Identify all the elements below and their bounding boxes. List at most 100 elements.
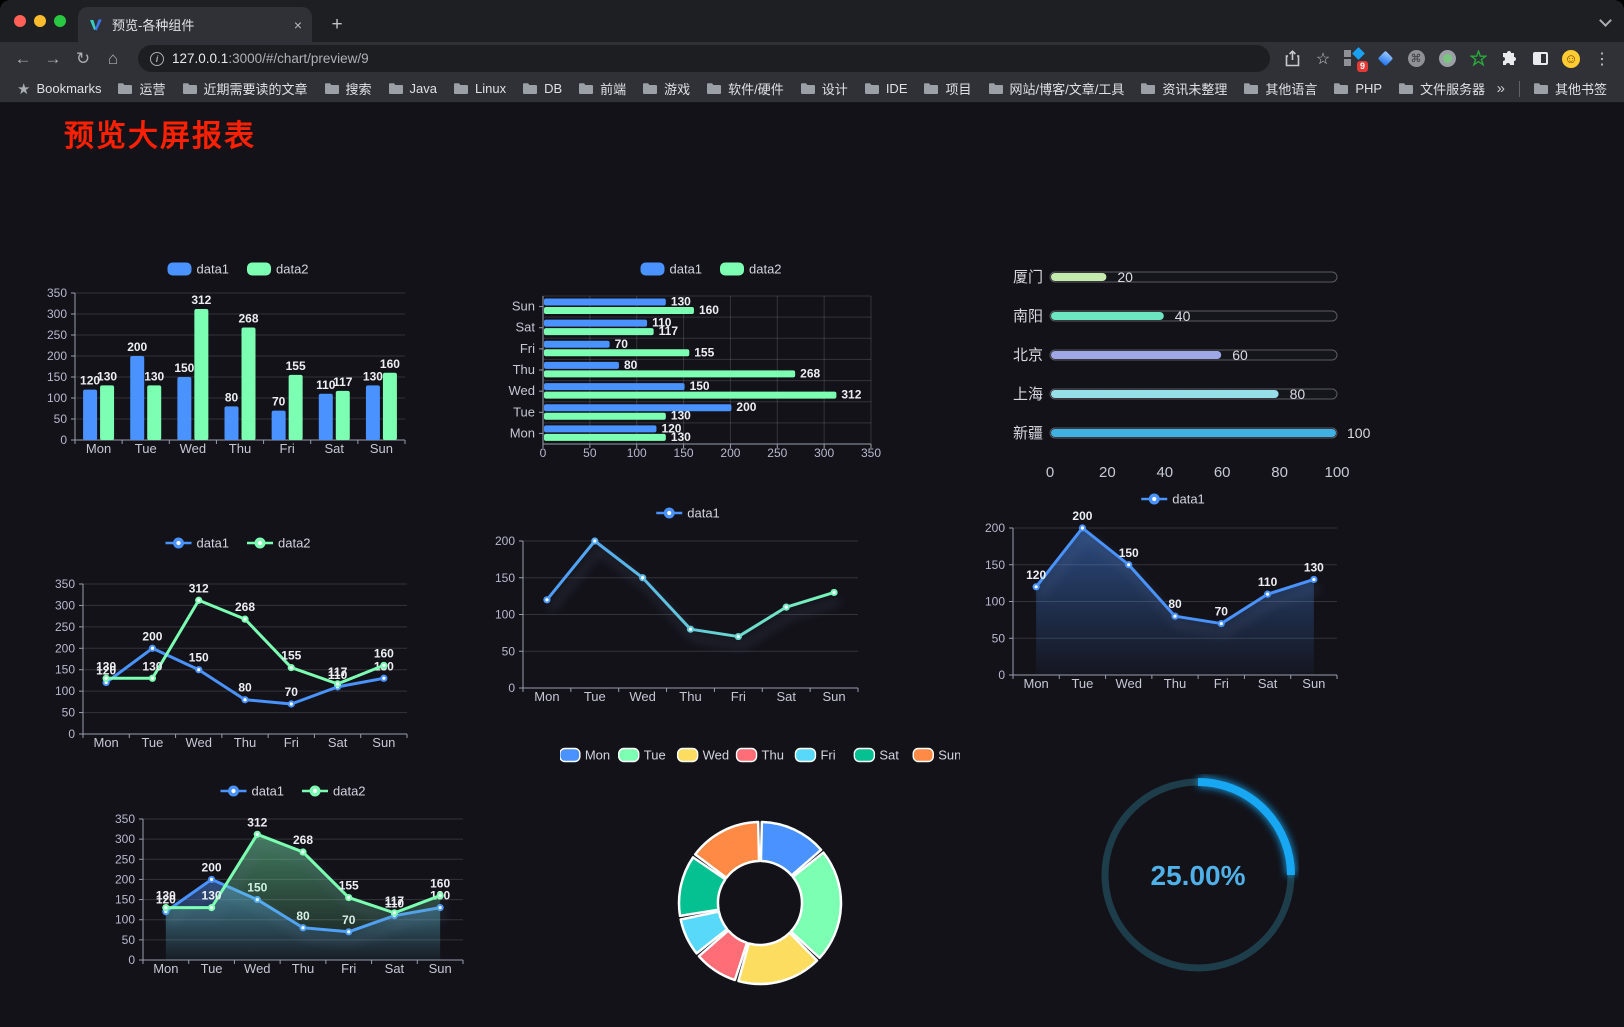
profile-avatar-emoji[interactable]: ☺ bbox=[1561, 49, 1581, 69]
legend-item[interactable]: Tue bbox=[618, 748, 666, 763]
zoom-window-button[interactable] bbox=[54, 15, 66, 27]
pie-slice-Thu[interactable] bbox=[697, 929, 749, 982]
extension-tag-manager-icon[interactable]: 9 bbox=[1344, 46, 1368, 72]
legend-item[interactable]: Mon bbox=[559, 748, 610, 763]
svg-text:Thu: Thu bbox=[679, 689, 701, 704]
bookmark-folder[interactable]: 运营 bbox=[110, 76, 172, 101]
legend-item[interactable]: data2 bbox=[720, 262, 782, 277]
bookmark-folder[interactable]: 近期需要读的文章 bbox=[175, 76, 315, 101]
new-tab-button[interactable]: + bbox=[331, 14, 343, 35]
bookmark-folder[interactable]: 项目 bbox=[916, 76, 978, 101]
svg-text:Tue: Tue bbox=[644, 748, 666, 763]
bookmark-folder[interactable]: 文件服务器 bbox=[1391, 76, 1489, 101]
extension-recorder-icon[interactable] bbox=[1437, 49, 1457, 69]
reload-button[interactable]: ↻ bbox=[75, 48, 91, 68]
bookmark-folder[interactable]: DB bbox=[515, 78, 569, 99]
pie-slice-Mon[interactable] bbox=[759, 820, 823, 877]
chart-donut[interactable]: Mon Tue Wed Thu Fri Sat Sun bbox=[559, 739, 961, 991]
back-button[interactable]: ← bbox=[14, 48, 32, 68]
bookmarks-overflow-chevron[interactable]: » bbox=[1496, 80, 1505, 97]
extension-command-icon[interactable]: ⌘ bbox=[1406, 49, 1426, 69]
chart-progress[interactable]: 厦门 20 南阳 40 北京 60 上海 80 新疆 100 0 20 40 60 80 100 bbox=[995, 253, 1371, 485]
legend-item[interactable]: data1 bbox=[656, 506, 720, 521]
bookmark-folder[interactable]: 搜索 bbox=[317, 76, 379, 101]
chart-canvas-bar-vertical[interactable]: 0 50 100 150 200 250 300 350 Mon Tue Wed Thu Fri Sat S… bbox=[40, 249, 412, 465]
extension-kite-icon[interactable] bbox=[1375, 49, 1395, 69]
legend-item[interactable]: data1 bbox=[165, 536, 230, 551]
legend-item[interactable]: Fri bbox=[794, 748, 836, 763]
minimize-window-button[interactable] bbox=[34, 15, 46, 27]
svg-text:200: 200 bbox=[495, 534, 515, 548]
chart-area-two[interactable]: 0 50 100 150 200 250 300 350 Mon Tue Wed Thu Fri Sat S… bbox=[95, 779, 467, 991]
legend-item[interactable]: data1 bbox=[220, 784, 285, 799]
browser-tab[interactable]: 预览-各种组件 × bbox=[78, 7, 312, 42]
bookmark-folder[interactable]: 网站/博客/文章/工具 bbox=[981, 76, 1132, 101]
svg-text:130: 130 bbox=[671, 430, 691, 444]
bookmark-folder[interactable]: IDE bbox=[857, 78, 915, 99]
chart-canvas-line-gradient[interactable]: 0 50 100 150 200 Mon Tue Wed Thu Fri Sat Sun data1 bbox=[495, 499, 863, 711]
tab-search-chevron-icon[interactable] bbox=[1600, 14, 1610, 24]
close-window-button[interactable] bbox=[14, 15, 26, 27]
chart-line-gradient[interactable]: 0 50 100 150 200 Mon Tue Wed Thu Fri Sat Sun data1 bbox=[495, 499, 863, 711]
svg-text:150: 150 bbox=[674, 446, 694, 460]
bookmark-folder[interactable]: Linux bbox=[446, 78, 513, 99]
bookmark-folder[interactable]: 软件/硬件 bbox=[699, 76, 791, 101]
legend-item[interactable]: data1 bbox=[1141, 492, 1205, 507]
bookmark-folder[interactable]: Java bbox=[381, 78, 444, 99]
bookmark-folder[interactable]: 设计 bbox=[793, 76, 855, 101]
svg-text:70: 70 bbox=[272, 395, 286, 409]
legend-item[interactable]: data1 bbox=[167, 262, 230, 277]
forward-button[interactable]: → bbox=[44, 48, 62, 68]
legend-item[interactable]: Wed bbox=[676, 748, 730, 763]
extensions-puzzle-icon[interactable] bbox=[1499, 49, 1519, 69]
pie-slice-Wed[interactable] bbox=[737, 931, 819, 986]
chart-canvas-line-area[interactable]: 0 50 100 150 200 Mon Tue Wed Thu Fri Sat Sun 120 200 1… bbox=[985, 489, 1343, 699]
browser-menu-icon[interactable]: ⋮ bbox=[1594, 50, 1610, 68]
share-icon[interactable] bbox=[1282, 49, 1302, 69]
legend-item[interactable]: data2 bbox=[247, 262, 309, 277]
legend-item[interactable]: Sun bbox=[912, 748, 961, 763]
address-bar[interactable]: i 127.0.0.1:3000/#/chart/preview/9 bbox=[138, 45, 1270, 72]
chart-canvas-gauge[interactable]: 25.00% bbox=[1097, 774, 1299, 976]
svg-text:Mon: Mon bbox=[534, 689, 559, 704]
chart-bar-vertical[interactable]: 0 50 100 150 200 250 300 350 Mon Tue Wed Thu Fri Sat S… bbox=[40, 249, 412, 465]
legend-item[interactable]: data2 bbox=[302, 784, 366, 799]
chart-canvas-progress[interactable]: 厦门 20 南阳 40 北京 60 上海 80 新疆 100 0 20 40 60 80 100 bbox=[995, 253, 1371, 485]
svg-text:data1: data1 bbox=[197, 536, 230, 551]
chart-line-two[interactable]: 0 50 100 150 200 250 300 350 Mon Tue Wed Thu Fri Sat S… bbox=[40, 531, 412, 755]
tab-close-icon[interactable]: × bbox=[293, 16, 302, 33]
pie-slice-Tue[interactable] bbox=[789, 851, 843, 960]
legend-item[interactable]: Sat bbox=[853, 748, 899, 763]
legend-item[interactable]: data2 bbox=[247, 536, 311, 551]
side-panel-icon[interactable] bbox=[1530, 49, 1550, 69]
bookmark-folder[interactable]: 资讯未整理 bbox=[1133, 76, 1234, 101]
legend-item[interactable]: Thu bbox=[735, 748, 784, 763]
bookmark-folder[interactable]: PHP bbox=[1326, 78, 1389, 99]
chart-canvas-line-two[interactable]: 0 50 100 150 200 250 300 350 Mon Tue Wed Thu Fri Sat S… bbox=[40, 531, 412, 755]
tab-title: 预览-各种组件 bbox=[112, 18, 195, 33]
bookmark-folder[interactable]: 前端 bbox=[571, 76, 633, 101]
svg-text:120: 120 bbox=[80, 374, 100, 388]
pie-slice-Sat[interactable] bbox=[677, 856, 727, 918]
svg-text:40: 40 bbox=[1175, 308, 1191, 324]
svg-text:Sat: Sat bbox=[879, 748, 899, 763]
chart-canvas-donut[interactable]: Mon Tue Wed Thu Fri Sat Sun bbox=[559, 739, 961, 991]
chart-line-area[interactable]: 0 50 100 150 200 Mon Tue Wed Thu Fri Sat Sun 120 200 1… bbox=[985, 489, 1343, 699]
home-button[interactable]: ⌂ bbox=[107, 48, 119, 68]
chart-bar-horizontal[interactable]: 0 50 100 150 200 250 300 350 Sun 130 160 Sat 110 117 F… bbox=[505, 249, 885, 467]
chart-canvas-area-two[interactable]: 0 50 100 150 200 250 300 350 Mon Tue Wed Thu Fri Sat S… bbox=[95, 779, 467, 991]
bookmark-folder[interactable]: 其他语言 bbox=[1236, 76, 1324, 101]
svg-text:350: 350 bbox=[861, 446, 881, 460]
bookmark-star-icon[interactable]: ☆ bbox=[1315, 50, 1331, 68]
bookmarks-manager-item[interactable]: ★ Bookmarks bbox=[10, 77, 108, 101]
site-info-icon[interactable]: i bbox=[150, 51, 164, 66]
pie-slice-Fri[interactable] bbox=[679, 910, 729, 955]
legend-item[interactable]: data1 bbox=[640, 262, 703, 277]
other-bookmarks-folder[interactable]: 其他书签 bbox=[1526, 76, 1614, 101]
chart-gauge[interactable]: 25.00% bbox=[1097, 774, 1299, 976]
pie-slice-Sun[interactable] bbox=[693, 820, 761, 880]
svg-text:250: 250 bbox=[115, 852, 135, 866]
bookmark-folder[interactable]: 游戏 bbox=[635, 76, 697, 101]
extension-evernote-icon[interactable] bbox=[1468, 49, 1488, 69]
